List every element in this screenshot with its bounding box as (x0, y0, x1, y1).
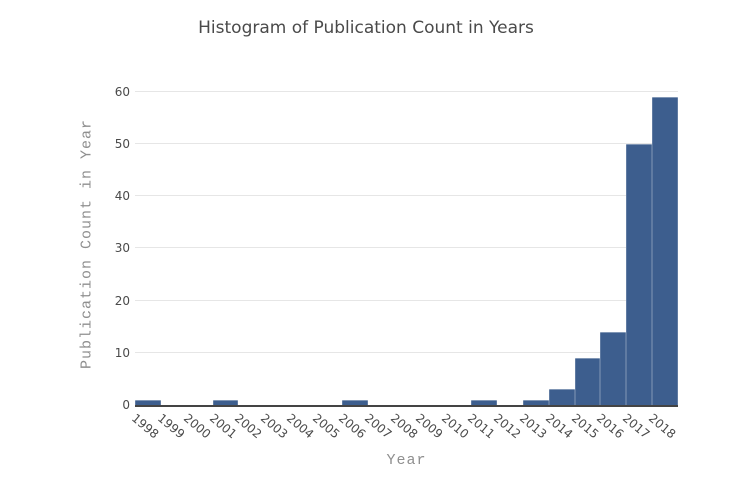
y-tick-label: 60 (114, 84, 130, 99)
histogram-bar-2018[interactable] (652, 97, 678, 405)
x-tick-label: 2014 (542, 411, 576, 442)
x-tick-label: 2013 (516, 411, 550, 442)
y-tick-label: 40 (114, 189, 130, 204)
x-tick-label: 2011 (465, 411, 498, 442)
y-tick-label: 50 (114, 137, 130, 152)
histogram-bar-2013[interactable] (522, 399, 549, 405)
x-tick-label: 2009 (413, 411, 446, 442)
x-tick-label: 2004 (284, 411, 317, 442)
x-axis-title: Year (386, 452, 427, 469)
x-tick-label: 2018 (646, 411, 679, 442)
x-tick-label: 2001 (206, 411, 239, 442)
histogram-bar-2016[interactable] (600, 331, 627, 405)
x-tick-label: 2007 (361, 411, 395, 442)
histogram-bar-1998[interactable] (135, 399, 161, 405)
x-tick-label: 2006 (335, 411, 369, 442)
y-tick-label: 10 (114, 345, 130, 360)
y-gridline (135, 299, 678, 301)
y-gridline (135, 90, 678, 92)
histogram-bar-2011[interactable] (471, 399, 497, 405)
x-tick-label: 2017 (620, 411, 653, 442)
y-tick-label: 0 (122, 398, 130, 412)
y-tick-label: 30 (114, 241, 130, 256)
histogram-bar-2014[interactable] (548, 389, 575, 405)
y-gridline (135, 143, 678, 145)
histogram-bar-2001[interactable] (212, 399, 239, 405)
x-tick-label: 2002 (232, 411, 265, 442)
x-tick-label: 2012 (490, 411, 524, 442)
chart-title: Histogram of Publication Count in Years (198, 18, 534, 38)
x-tick-label: 1998 (128, 411, 162, 442)
y-tick-label: 20 (114, 293, 130, 308)
x-tick-label: 2016 (594, 411, 627, 442)
x-tick-label: 2003 (258, 411, 291, 442)
x-tick-label: 2015 (568, 411, 601, 442)
plot-area[interactable] (135, 84, 678, 407)
y-gridline (135, 247, 678, 249)
y-gridline (135, 351, 678, 353)
histogram-bar-2015[interactable] (574, 358, 601, 405)
x-tick-label: 2008 (387, 411, 420, 442)
x-tick-label: 2000 (180, 411, 214, 442)
histogram-bar-2006[interactable] (341, 399, 368, 405)
x-tick-label: 1999 (154, 411, 188, 442)
x-tick-label: 2005 (309, 411, 343, 442)
y-gridline (135, 195, 678, 197)
x-tick-label: 2010 (439, 411, 472, 442)
histogram-bar-2017[interactable] (626, 144, 653, 405)
